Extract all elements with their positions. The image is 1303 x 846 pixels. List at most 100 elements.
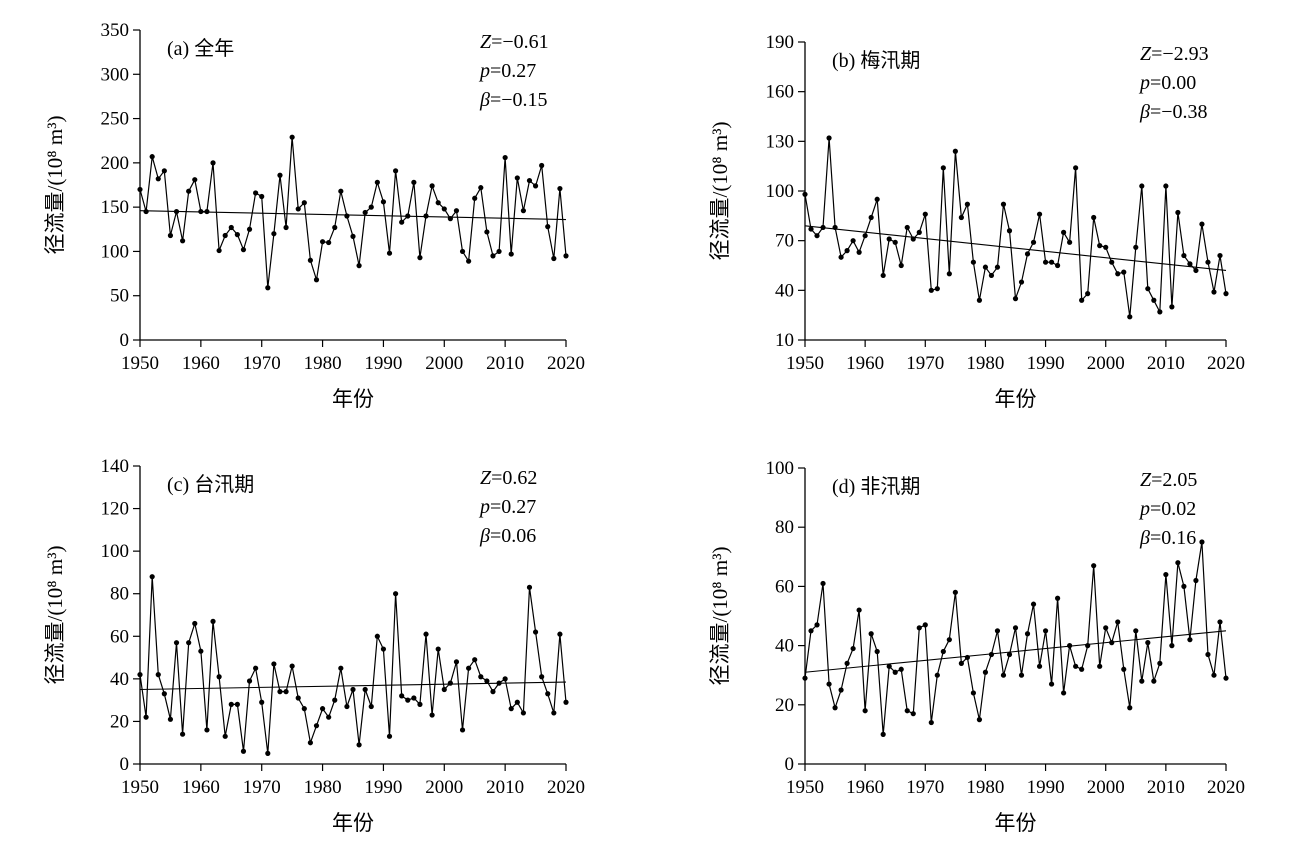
x-tick-label: 1960 — [182, 353, 220, 374]
data-point — [326, 714, 332, 720]
data-point — [1012, 625, 1019, 631]
x-tick-label: 2020 — [547, 353, 585, 374]
data-point — [545, 691, 551, 697]
data-point — [478, 674, 484, 680]
data-point — [216, 247, 222, 254]
data-point — [417, 701, 423, 708]
x-tick-label: 1970 — [243, 777, 281, 798]
data-point — [1115, 619, 1121, 625]
data-point — [1036, 663, 1043, 669]
y-tick-label: 100 — [766, 181, 795, 202]
data-point — [1073, 165, 1079, 171]
x-tick-label: 1950 — [121, 777, 159, 798]
data-point — [1018, 672, 1025, 678]
data-point — [1048, 681, 1055, 687]
y-tick-label: 150 — [101, 197, 130, 218]
data-point — [808, 226, 814, 232]
data-point — [898, 262, 904, 269]
data-point — [149, 574, 155, 580]
data-point — [149, 154, 155, 160]
data-point — [1223, 675, 1229, 681]
y-tick-label: 0 — [785, 754, 795, 775]
x-tick-label: 2000 — [1087, 353, 1125, 374]
data-point — [1217, 252, 1223, 259]
y-tick-label: 0 — [120, 330, 130, 351]
y-tick-label: 20 — [110, 711, 129, 732]
x-tick-label: 2020 — [1207, 353, 1245, 374]
data-point — [520, 710, 527, 716]
data-point — [161, 691, 167, 697]
data-point — [1055, 595, 1061, 601]
data-point — [868, 214, 874, 221]
data-point — [180, 238, 186, 244]
stat-beta: β=0.16 — [1139, 527, 1196, 549]
y-axis-title: 径流量/(10⁸ m³) — [43, 115, 67, 254]
data-point — [886, 236, 892, 242]
stat-symbol: Z — [1140, 469, 1152, 491]
data-point — [551, 255, 557, 262]
data-point — [496, 248, 502, 255]
data-point — [283, 689, 289, 695]
data-point — [1133, 628, 1139, 634]
data-point — [1199, 539, 1205, 545]
data-point — [862, 233, 868, 239]
stat-beta: β=−0.15 — [479, 89, 548, 111]
data-point — [167, 232, 174, 239]
data-point — [922, 211, 928, 217]
data-point — [1187, 637, 1193, 643]
stat-symbol: p — [478, 496, 490, 518]
data-point — [1181, 583, 1187, 590]
x-tick-label: 1970 — [243, 353, 281, 374]
y-tick-label: 40 — [775, 636, 794, 657]
data-point — [892, 239, 898, 245]
stat-equals: = — [491, 467, 502, 489]
data-point — [1085, 643, 1091, 649]
data-point — [808, 628, 814, 634]
data-point — [802, 191, 808, 197]
data-point — [1012, 296, 1019, 302]
data-point — [1036, 211, 1043, 217]
data-point — [289, 663, 295, 669]
data-point — [441, 206, 447, 212]
data-point — [940, 165, 946, 171]
data-point — [1018, 279, 1025, 285]
chart-panel-1: 0 50 100 150 200 250 300 350 1950 1960 1970 1980 199… — [43, 20, 585, 411]
stat-value: −0.38 — [1161, 101, 1207, 123]
data-point — [368, 703, 374, 710]
stat-equals: = — [1150, 527, 1161, 549]
data-point — [1193, 267, 1199, 274]
data-point — [922, 622, 928, 628]
data-point — [490, 253, 496, 259]
trend-line — [139, 681, 567, 691]
data-point — [904, 224, 910, 231]
data-point — [976, 717, 983, 723]
panel-label: (c) 台汛期 — [167, 473, 254, 496]
data-point — [271, 661, 277, 667]
data-point — [155, 176, 161, 182]
x-axis-title: 年份 — [332, 811, 374, 835]
data-point — [1097, 243, 1103, 249]
stat-value: −0.15 — [501, 89, 547, 111]
y-tick-label: 160 — [766, 82, 795, 103]
chart-panel-3: 0 20 40 60 80 100 120 140 1950 1960 1970 1980 1990 20… — [43, 456, 585, 835]
data-point — [435, 646, 441, 652]
data-point — [1067, 643, 1073, 649]
data-point — [380, 199, 387, 205]
stat-equals: = — [490, 496, 501, 518]
data-point — [332, 224, 338, 231]
data-point — [1127, 705, 1133, 711]
data-point — [246, 678, 253, 684]
data-point — [557, 185, 563, 192]
stat-symbol: p — [478, 60, 490, 82]
stat-value: 0.27 — [501, 496, 536, 518]
data-point — [338, 188, 344, 194]
stat-symbol: p — [1138, 498, 1150, 520]
stat-equals: = — [1151, 43, 1162, 65]
data-point — [838, 254, 844, 260]
data-point — [1097, 663, 1103, 669]
data-point — [1145, 640, 1151, 646]
data-point — [350, 233, 356, 239]
stat-value: −2.93 — [1162, 43, 1208, 65]
data-point — [1169, 643, 1175, 649]
data-point — [167, 716, 174, 722]
